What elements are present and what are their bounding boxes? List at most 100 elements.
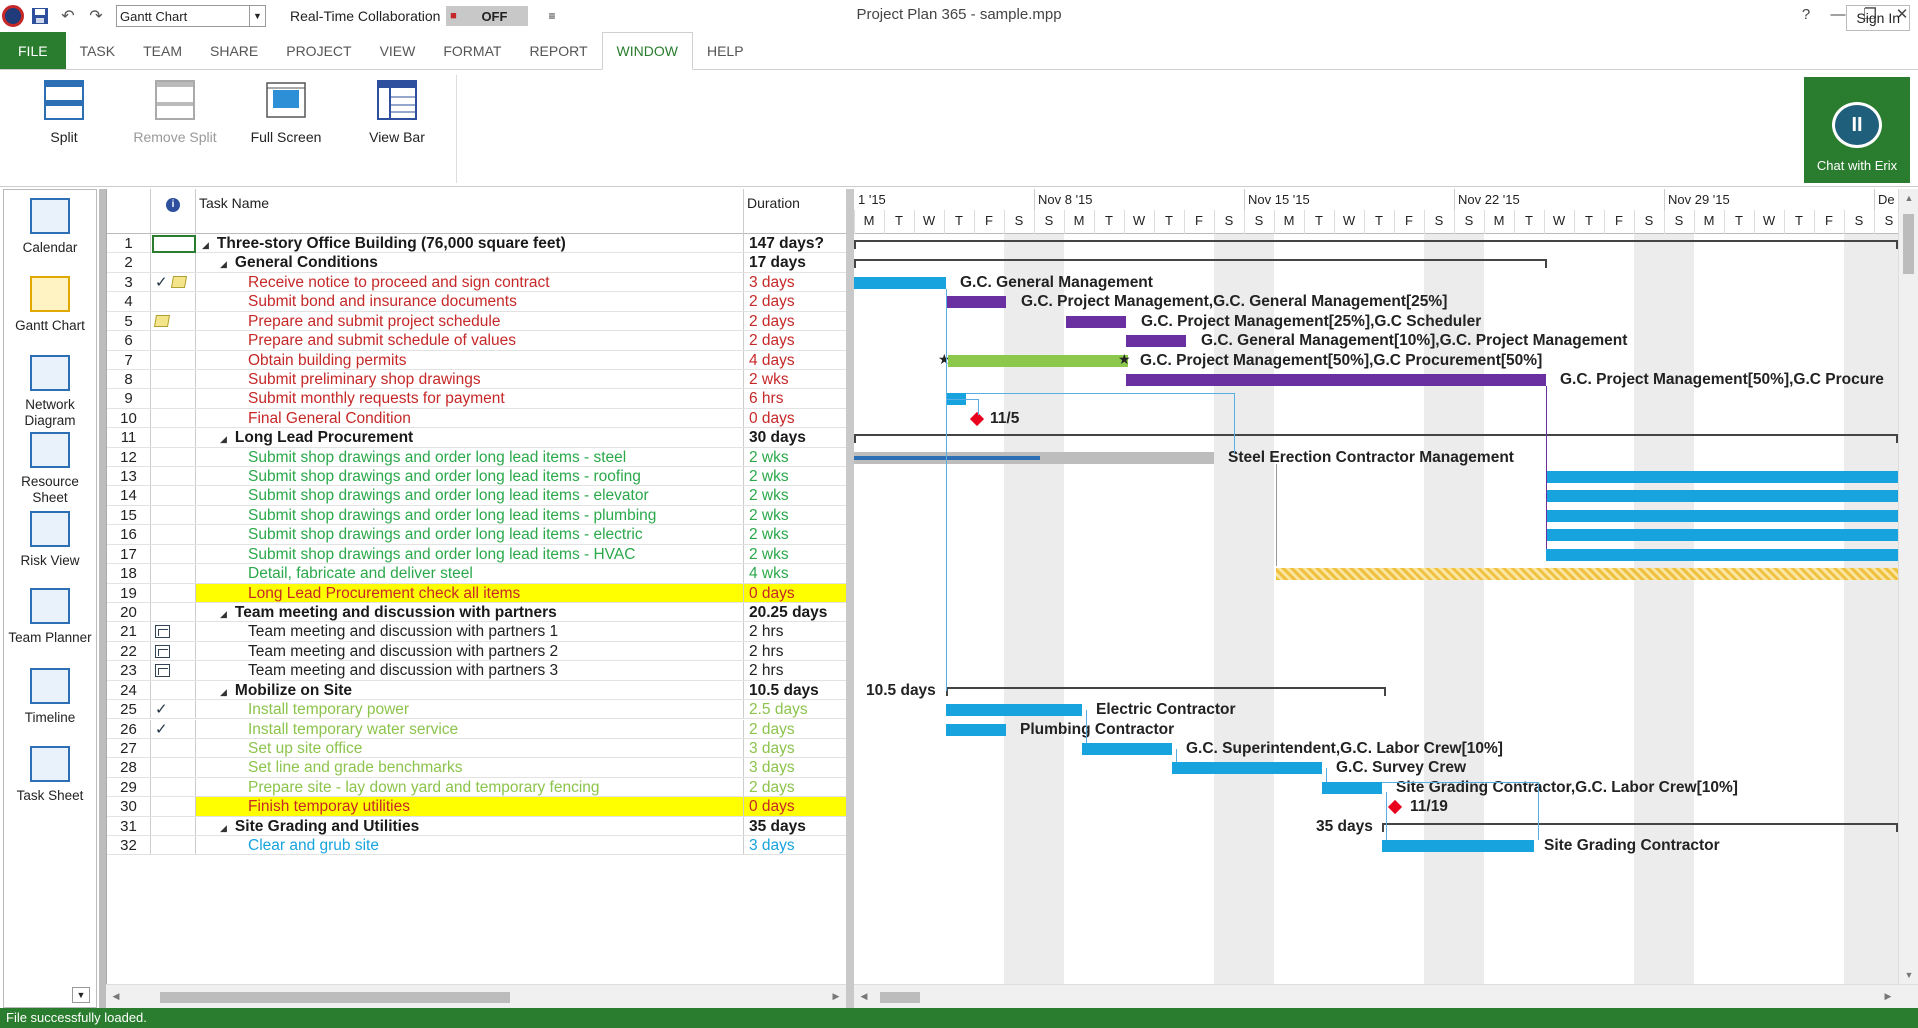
tab-share[interactable]: SHARE xyxy=(210,42,259,59)
tab-view[interactable]: VIEW xyxy=(379,42,416,59)
row-id[interactable]: 15 xyxy=(107,505,151,525)
task-bar[interactable] xyxy=(854,276,946,289)
table-row[interactable]: 13 Submit shop drawings and order long le… xyxy=(107,467,846,487)
collaboration-toggle[interactable]: ■ OFF xyxy=(446,6,529,26)
scroll-right-icon[interactable]: ▶ xyxy=(832,991,840,1001)
row-id[interactable]: 10 xyxy=(107,408,151,428)
duration-cell[interactable]: 147 days? xyxy=(749,235,824,252)
task-name-cell[interactable]: Clear and grub site xyxy=(196,836,744,855)
row-id-header[interactable] xyxy=(107,189,151,234)
row-id[interactable]: 31 xyxy=(107,816,151,835)
table-row[interactable]: 31 ◢ Site Grading and Utilities 35 days xyxy=(107,816,846,836)
collapse-triangle-icon[interactable]: ◢ xyxy=(220,259,227,270)
remove-split-button[interactable]: Remove Split xyxy=(125,79,225,159)
duration-cell[interactable]: 10.5 days xyxy=(749,681,819,699)
task-name-cell[interactable]: Submit preliminary shop drawings xyxy=(196,369,744,389)
row-id[interactable]: 6 xyxy=(107,331,151,350)
task-bar[interactable] xyxy=(946,296,1006,309)
task-name-cell[interactable]: Submit monthly requests for payment xyxy=(196,389,744,408)
task-bar[interactable] xyxy=(1322,781,1382,794)
chevron-down-icon[interactable]: ▼ xyxy=(249,6,265,26)
table-row[interactable]: 21 Team meeting and discussion with partn… xyxy=(107,622,846,642)
duration-cell[interactable]: 4 days xyxy=(749,351,795,369)
duration-cell[interactable]: 30 days xyxy=(749,429,806,447)
task-name-cell[interactable]: Receive notice to proceed and sign contr… xyxy=(196,272,744,292)
row-id[interactable]: 17 xyxy=(107,544,151,564)
task-name-cell[interactable]: ◢ Mobilize on Site xyxy=(196,680,744,700)
task-name-cell[interactable]: Obtain building permits xyxy=(196,350,744,369)
duration-cell[interactable]: 0 days xyxy=(744,797,846,816)
task-name-cell[interactable]: Prepare site - lay down yard and tempora… xyxy=(196,777,744,797)
row-id[interactable]: 27 xyxy=(107,738,151,758)
viewbar-item-risk-view[interactable]: Risk View xyxy=(4,511,96,569)
row-id[interactable]: 8 xyxy=(107,369,151,389)
task-bar[interactable] xyxy=(946,723,1006,736)
task-name-cell[interactable]: ◢ Site Grading and Utilities xyxy=(196,816,744,835)
app-logo-icon[interactable] xyxy=(2,5,24,27)
task-bar[interactable] xyxy=(1546,509,1898,522)
task-name-cell[interactable]: Long Lead Procurement check all items xyxy=(196,583,744,602)
duration-cell[interactable]: 2 wks xyxy=(749,526,789,544)
duration-header[interactable]: Duration xyxy=(747,195,800,211)
row-id[interactable]: 18 xyxy=(107,564,151,583)
task-name-cell[interactable]: Install temporary water service xyxy=(196,719,744,738)
viewbar-item-resource-sheet[interactable]: Resource Sheet xyxy=(4,432,96,506)
summary-bar[interactable] xyxy=(1382,822,1898,832)
table-row[interactable]: 22 Team meeting and discussion with partn… xyxy=(107,641,846,662)
table-row[interactable]: 11 ◢ Long Lead Procurement 30 days xyxy=(107,428,846,448)
task-name-cell[interactable]: Set line and grade benchmarks xyxy=(196,758,744,777)
milestone-diamond-icon[interactable] xyxy=(969,411,985,426)
chat-with-erix-button[interactable]: II Chat with Erix xyxy=(1804,77,1910,183)
table-row[interactable]: 7 Obtain building permits 4 days xyxy=(107,350,846,370)
redo-icon[interactable]: ↷ xyxy=(89,8,103,25)
table-row[interactable]: 28 Set line and grade benchmarks 3 days xyxy=(107,758,846,778)
collapse-triangle-icon[interactable]: ◢ xyxy=(220,686,227,697)
duration-cell[interactable]: 2 hrs xyxy=(749,623,784,641)
table-row[interactable]: 10 Final General Condition 0 days xyxy=(107,408,846,429)
task-bar[interactable] xyxy=(1276,568,1898,581)
duration-cell[interactable]: 35 days xyxy=(749,817,806,835)
task-name-cell[interactable]: Submit shop drawings and order long lead… xyxy=(196,505,744,525)
table-row[interactable]: 29 Prepare site - lay down yard and tempo… xyxy=(107,777,846,798)
task-bar[interactable] xyxy=(1546,529,1898,542)
row-id[interactable]: 1 xyxy=(107,234,151,253)
task-name-cell[interactable]: Final General Condition xyxy=(196,408,744,428)
table-row[interactable]: 32 Clear and grub site 3 days xyxy=(107,836,846,856)
tab-format[interactable]: FORMAT xyxy=(443,42,502,59)
row-id[interactable]: 20 xyxy=(107,602,151,622)
task-name-cell[interactable]: Finish temporay utilities xyxy=(196,797,744,816)
vertical-scrollbar[interactable]: ▲ ▼ xyxy=(1898,189,1918,984)
table-row[interactable]: 8 Submit preliminary shop drawings 2 wks xyxy=(107,369,846,390)
summary-bar[interactable] xyxy=(854,259,1547,269)
duration-cell[interactable]: 2 wks xyxy=(749,448,789,466)
minimize-icon[interactable]: — xyxy=(1830,5,1846,23)
view-bar-divider[interactable] xyxy=(99,189,107,1008)
viewbar-item-team-planner[interactable]: Team Planner xyxy=(4,588,96,646)
table-row[interactable]: 14 Submit shop drawings and order long le… xyxy=(107,486,846,506)
duration-cell[interactable]: 4 wks xyxy=(749,565,789,583)
collapse-triangle-icon[interactable]: ◢ xyxy=(220,822,227,833)
duration-cell[interactable]: 17 days xyxy=(749,254,806,272)
tab-help[interactable]: HELP xyxy=(706,42,744,59)
task-bar[interactable] xyxy=(1546,490,1898,503)
duration-cell[interactable]: 2 wks xyxy=(749,487,789,505)
milestone-diamond-icon[interactable] xyxy=(1387,800,1403,815)
task-name-cell[interactable]: Team meeting and discussion with partner… xyxy=(196,661,744,680)
split-button[interactable]: Split xyxy=(14,79,114,159)
row-id[interactable]: 21 xyxy=(107,622,151,641)
undo-icon[interactable]: ↶ xyxy=(61,8,75,25)
duration-cell[interactable]: 2 hrs xyxy=(749,642,784,660)
scroll-left-icon[interactable]: ◀ xyxy=(112,991,120,1001)
summary-bar[interactable] xyxy=(854,240,1898,249)
view-bar-button[interactable]: View Bar xyxy=(347,79,447,159)
save-icon[interactable] xyxy=(28,4,52,28)
table-row[interactable]: 1 ◢ Three-story Office Building (76,000 sq… xyxy=(107,234,846,254)
row-id[interactable]: 13 xyxy=(107,467,151,486)
row-id[interactable]: 5 xyxy=(107,311,151,331)
task-bar[interactable] xyxy=(1546,548,1898,561)
tab-window[interactable]: WINDOW xyxy=(601,32,693,70)
duration-cell[interactable]: 3 days xyxy=(749,759,795,777)
task-bar[interactable] xyxy=(1546,471,1898,484)
tab-report[interactable]: REPORT xyxy=(529,42,588,59)
duration-cell[interactable]: 2 wks xyxy=(749,545,789,563)
